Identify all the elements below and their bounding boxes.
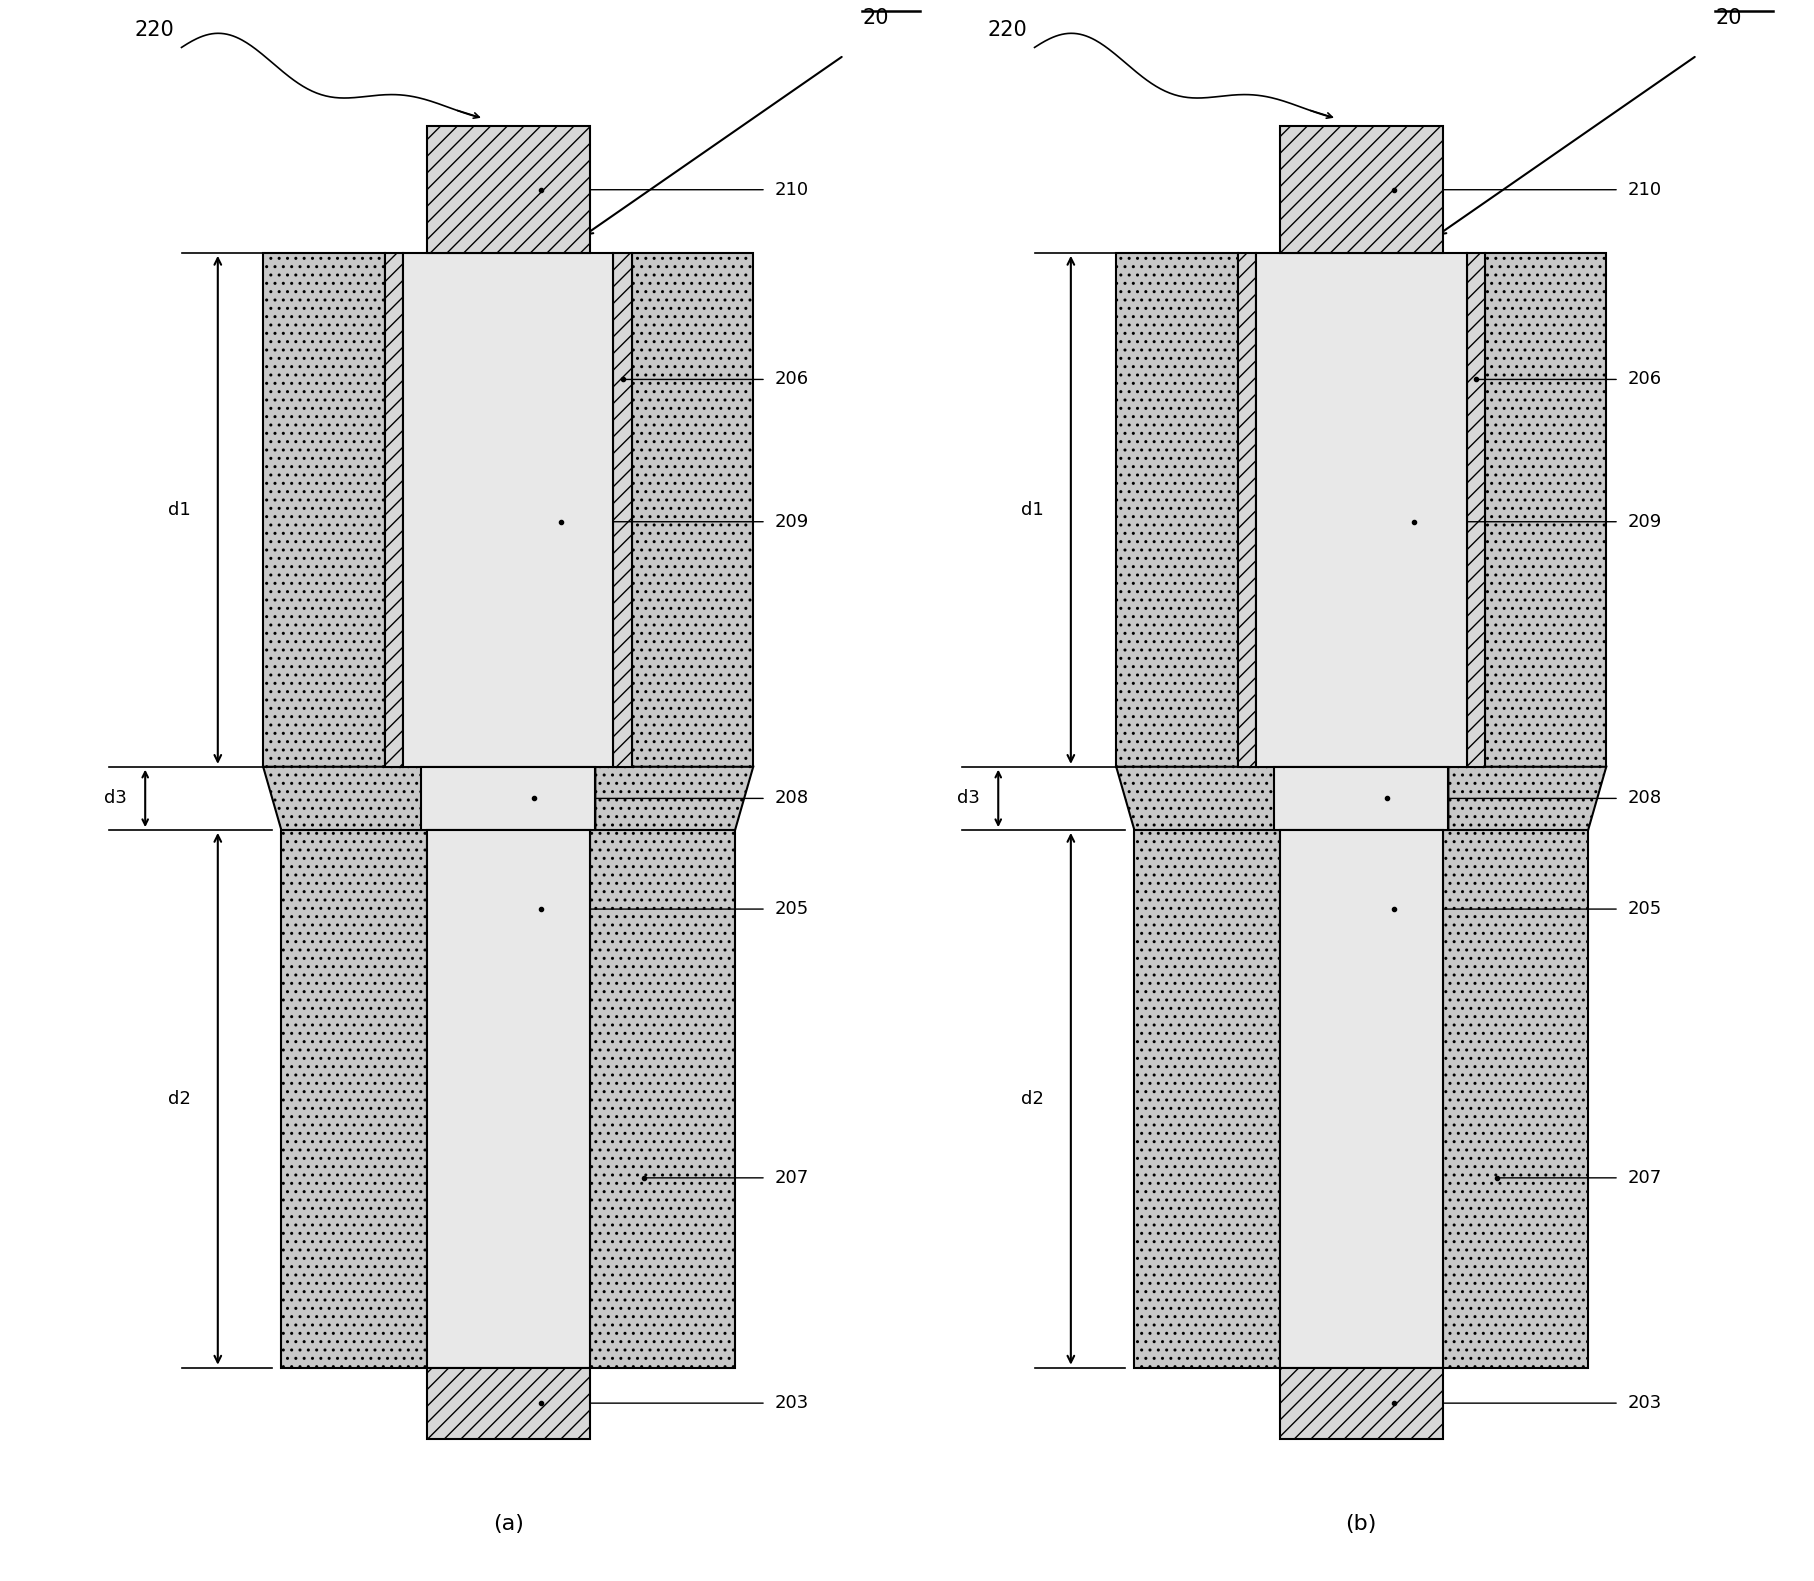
Polygon shape: [426, 126, 590, 253]
Polygon shape: [1484, 253, 1605, 767]
Polygon shape: [263, 253, 385, 767]
Polygon shape: [263, 767, 421, 830]
Polygon shape: [1279, 830, 1442, 1368]
Polygon shape: [426, 1368, 590, 1439]
Text: 210: 210: [1627, 180, 1662, 199]
Text: d3: d3: [103, 789, 127, 808]
Text: 209: 209: [775, 512, 809, 531]
Polygon shape: [426, 830, 590, 1368]
Polygon shape: [281, 830, 426, 1368]
Text: (a): (a): [492, 1513, 524, 1534]
Polygon shape: [1273, 767, 1448, 830]
Text: 205: 205: [1627, 900, 1662, 919]
Polygon shape: [1116, 767, 1273, 830]
Text: 205: 205: [775, 900, 809, 919]
Polygon shape: [1279, 126, 1442, 253]
Text: 209: 209: [1627, 512, 1662, 531]
Text: 206: 206: [1627, 370, 1662, 389]
Polygon shape: [1134, 830, 1279, 1368]
Text: 20: 20: [1714, 8, 1741, 28]
Text: 208: 208: [1627, 789, 1662, 808]
Text: d2: d2: [167, 1089, 190, 1108]
Polygon shape: [1255, 253, 1466, 767]
Text: d2: d2: [1019, 1089, 1043, 1108]
Polygon shape: [613, 253, 631, 767]
Text: 203: 203: [1627, 1394, 1662, 1412]
Polygon shape: [385, 253, 403, 767]
Text: (b): (b): [1344, 1513, 1377, 1534]
Text: d1: d1: [167, 501, 190, 519]
Text: 207: 207: [1627, 1168, 1662, 1187]
Text: 206: 206: [775, 370, 809, 389]
Text: 207: 207: [775, 1168, 809, 1187]
Polygon shape: [421, 767, 595, 830]
Polygon shape: [595, 767, 753, 830]
Text: 20: 20: [862, 8, 889, 28]
Text: 220: 220: [134, 19, 174, 40]
Text: 203: 203: [775, 1394, 809, 1412]
Polygon shape: [1466, 253, 1484, 767]
Text: d3: d3: [956, 789, 980, 808]
Polygon shape: [1448, 767, 1605, 830]
Text: 208: 208: [775, 789, 809, 808]
Polygon shape: [631, 253, 753, 767]
Polygon shape: [1116, 253, 1237, 767]
Polygon shape: [403, 253, 613, 767]
Text: d1: d1: [1019, 501, 1043, 519]
Text: 210: 210: [775, 180, 809, 199]
Polygon shape: [1237, 253, 1255, 767]
Polygon shape: [1442, 830, 1587, 1368]
Polygon shape: [590, 830, 735, 1368]
Text: 220: 220: [987, 19, 1027, 40]
Polygon shape: [1279, 1368, 1442, 1439]
